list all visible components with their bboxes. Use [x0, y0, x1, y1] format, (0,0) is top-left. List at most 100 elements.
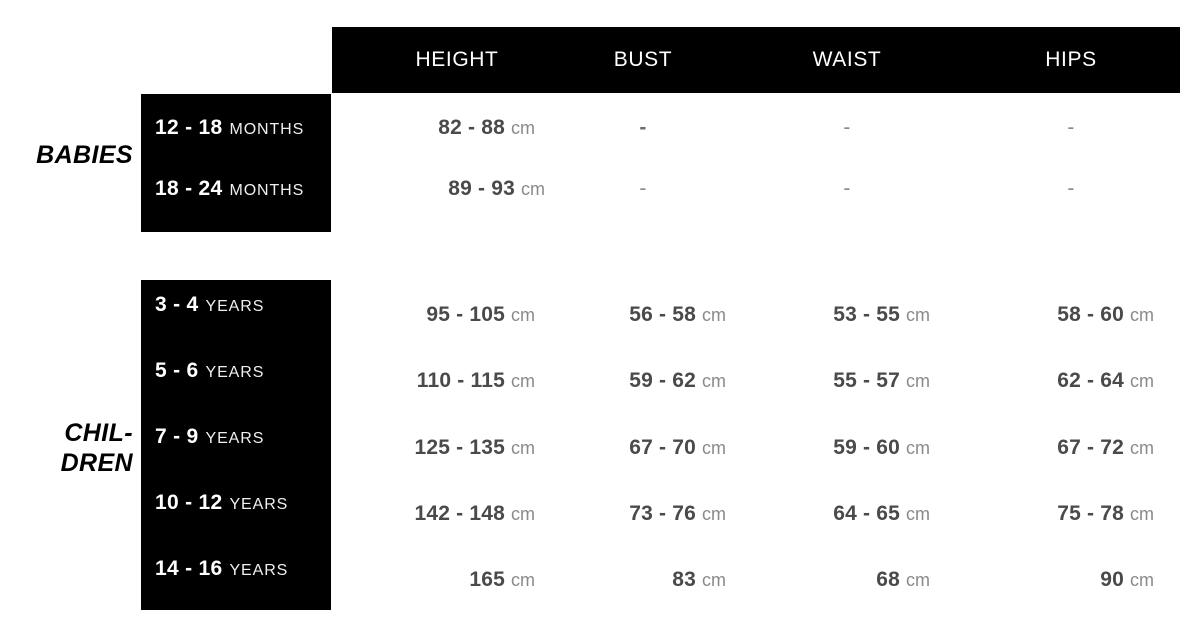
cell-children-3-waist: 64 - 65 cm [764, 500, 930, 528]
cell-unit-children-4-hips: cm [1130, 570, 1154, 590]
cell-children-1-waist: 55 - 57 cm [764, 367, 930, 395]
cell-unit-children-4-height: cm [511, 570, 535, 590]
cell-value-children-2-waist: 59 - 60 [833, 436, 900, 459]
cell-children-1-hips: 62 - 64 cm [988, 367, 1154, 395]
row-label-children-0: 3 - 4 YEARS [155, 291, 264, 319]
group-label-babies: BABIES [0, 140, 133, 170]
cell-value-children-2-height: 125 - 135 [414, 436, 505, 459]
cell-children-1-bust: 59 - 62 cm [560, 367, 726, 395]
cell-babies-1-height: 89 - 93 cm [335, 175, 545, 203]
cell-unit-children-1-height: cm [511, 371, 535, 391]
cell-value-babies-1-bust: - [639, 177, 647, 200]
cell-value-children-3-height: 142 - 148 [414, 502, 505, 525]
cell-children-1-height: 110 - 115 cm [335, 367, 535, 395]
row-label-children-2: 7 - 9 YEARS [155, 423, 264, 451]
children-label-band [141, 280, 331, 610]
cell-value-children-2-bust: 67 - 70 [629, 436, 696, 459]
cell-unit-children-2-bust: cm [702, 438, 726, 458]
cell-unit-children-3-hips: cm [1130, 504, 1154, 524]
cell-unit-children-3-bust: cm [702, 504, 726, 524]
cell-value-children-1-hips: 62 - 64 [1057, 369, 1124, 392]
cell-unit-children-3-waist: cm [906, 504, 930, 524]
cell-unit-children-2-waist: cm [906, 438, 930, 458]
group-label-babies-text: BABIES [36, 141, 133, 169]
cell-children-4-waist: 68 cm [764, 566, 930, 594]
cell-children-4-hips: 90 cm [988, 566, 1154, 594]
row-age-unit-children-2: YEARS [205, 430, 265, 447]
cell-value-children-0-hips: 58 - 60 [1057, 303, 1124, 326]
row-age-babies-1: 18 - 24 [155, 177, 223, 200]
cell-children-2-bust: 67 - 70 cm [560, 434, 726, 462]
cell-unit-children-4-bust: cm [702, 570, 726, 590]
cell-children-0-bust: 56 - 58 cm [560, 301, 726, 329]
row-age-unit-children-4: YEARS [229, 562, 289, 579]
cell-children-0-waist: 53 - 55 cm [764, 301, 930, 329]
cell-value-babies-0-hips: - [1067, 116, 1075, 139]
cell-children-4-bust: 83 cm [560, 566, 726, 594]
cell-value-children-0-height: 95 - 105 [426, 303, 505, 326]
cell-value-children-0-waist: 53 - 55 [833, 303, 900, 326]
cell-value-children-0-bust: 56 - 58 [629, 303, 696, 326]
column-header-height: HEIGHT [415, 48, 499, 71]
cell-value-children-4-height: 165 [469, 568, 505, 591]
row-age-children-2: 7 - 9 [155, 425, 199, 448]
cell-value-babies-0-waist: - [843, 116, 851, 139]
cell-babies-1-bust: - [560, 175, 726, 203]
cell-children-2-height: 125 - 135 cm [335, 434, 535, 462]
row-age-unit-babies-0: MONTHS [229, 121, 305, 138]
row-age-unit-children-3: YEARS [229, 496, 289, 513]
group-label-children-line2: DREN [60, 449, 133, 477]
cell-value-babies-0-height: 82 - 88 [438, 116, 505, 139]
row-label-children-4: 14 - 16 YEARS [155, 555, 288, 583]
row-age-children-0: 3 - 4 [155, 293, 199, 316]
cell-unit-children-4-waist: cm [906, 570, 930, 590]
row-label-babies-0: 12 - 18 MONTHS [155, 114, 304, 142]
group-label-children-line1: CHIL- [64, 419, 133, 447]
cell-value-children-2-hips: 67 - 72 [1057, 436, 1124, 459]
column-header-waist: WAIST [812, 48, 882, 71]
row-age-unit-babies-1: MONTHS [229, 182, 305, 199]
row-age-children-3: 10 - 12 [155, 491, 223, 514]
cell-unit-children-0-height: cm [511, 305, 535, 325]
row-label-babies-1: 18 - 24 MONTHS [155, 175, 304, 203]
cell-value-babies-0-bust: - [639, 116, 647, 139]
cell-babies-0-hips: - [988, 114, 1154, 142]
cell-unit-babies-1-height: cm [521, 179, 545, 199]
cell-unit-children-2-height: cm [511, 438, 535, 458]
cell-value-babies-1-hips: - [1067, 177, 1075, 200]
column-header-bust: BUST [613, 48, 673, 71]
cell-children-3-hips: 75 - 78 cm [988, 500, 1154, 528]
cell-children-3-height: 142 - 148 cm [335, 500, 535, 528]
row-age-children-4: 14 - 16 [155, 557, 223, 580]
cell-unit-children-1-waist: cm [906, 371, 930, 391]
cell-value-children-3-hips: 75 - 78 [1057, 502, 1124, 525]
cell-value-children-4-hips: 90 [1100, 568, 1124, 591]
cell-unit-children-1-bust: cm [702, 371, 726, 391]
column-header-hips: HIPS [1045, 48, 1097, 71]
cell-unit-children-0-bust: cm [702, 305, 726, 325]
cell-babies-0-waist: - [764, 114, 930, 142]
cell-value-babies-1-waist: - [843, 177, 851, 200]
row-age-babies-0: 12 - 18 [155, 116, 223, 139]
cell-children-4-height: 165 cm [335, 566, 535, 594]
cell-babies-0-bust: - [560, 114, 726, 142]
row-age-unit-children-1: YEARS [205, 364, 265, 381]
row-label-children-1: 5 - 6 YEARS [155, 357, 264, 385]
cell-children-0-hips: 58 - 60 cm [988, 301, 1154, 329]
cell-children-3-bust: 73 - 76 cm [560, 500, 726, 528]
cell-babies-0-height: 82 - 88 cm [335, 114, 535, 142]
cell-value-children-3-waist: 64 - 65 [833, 502, 900, 525]
cell-value-children-4-waist: 68 [876, 568, 900, 591]
cell-value-children-1-height: 110 - 115 [416, 369, 505, 392]
cell-value-children-1-waist: 55 - 57 [833, 369, 900, 392]
group-label-children: CHIL- DREN [0, 418, 133, 478]
row-age-children-1: 5 - 6 [155, 359, 199, 382]
cell-value-children-4-bust: 83 [672, 568, 696, 591]
cell-children-2-hips: 67 - 72 cm [988, 434, 1154, 462]
cell-unit-children-3-height: cm [511, 504, 535, 524]
cell-value-babies-1-height: 89 - 93 [448, 177, 515, 200]
cell-unit-children-0-waist: cm [906, 305, 930, 325]
cell-value-children-1-bust: 59 - 62 [629, 369, 696, 392]
cell-children-2-waist: 59 - 60 cm [764, 434, 930, 462]
